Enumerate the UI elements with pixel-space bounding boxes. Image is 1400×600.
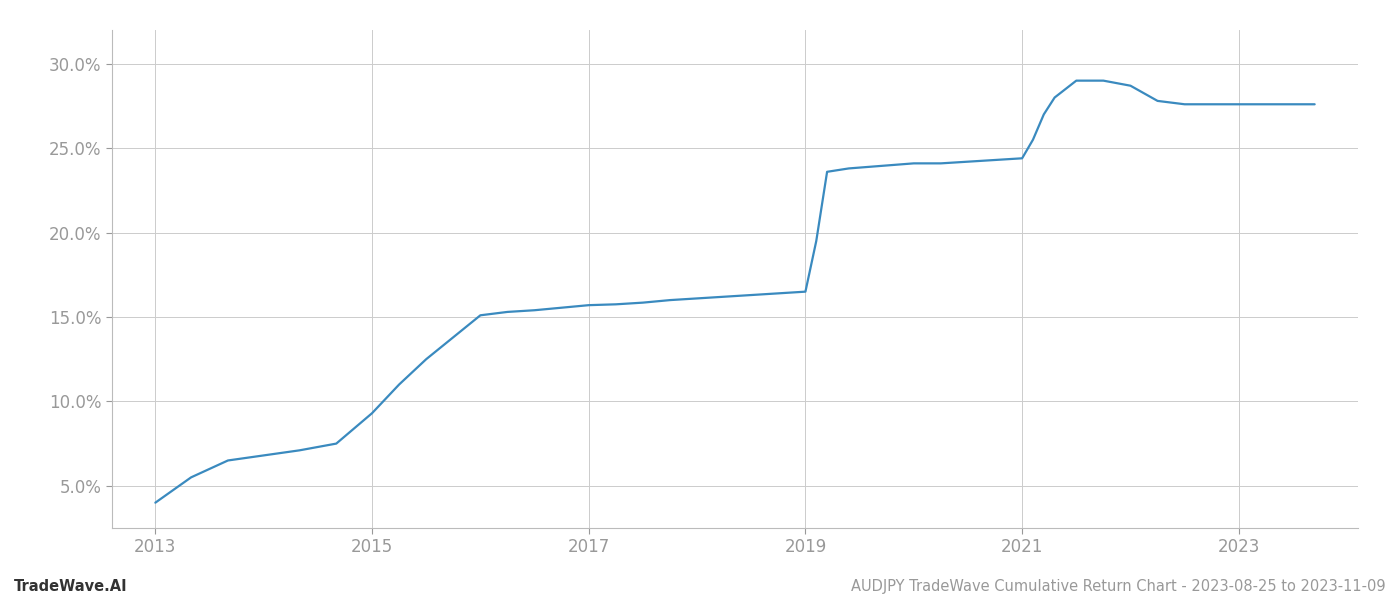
Text: TradeWave.AI: TradeWave.AI — [14, 579, 127, 594]
Text: AUDJPY TradeWave Cumulative Return Chart - 2023-08-25 to 2023-11-09: AUDJPY TradeWave Cumulative Return Chart… — [851, 579, 1386, 594]
